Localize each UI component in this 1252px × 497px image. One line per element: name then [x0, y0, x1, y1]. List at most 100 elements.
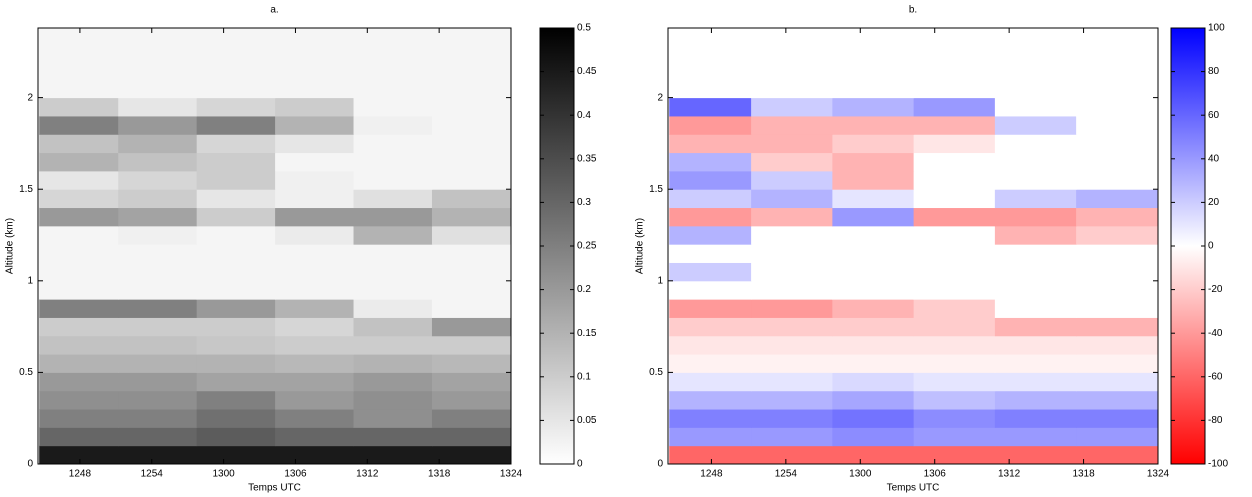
heatmap-cell — [39, 317, 119, 337]
colorbar-tick-label: 0.5 — [577, 23, 591, 34]
heatmap-cell — [118, 28, 198, 44]
heatmap-cell — [353, 42, 433, 62]
heatmap-cell — [751, 152, 833, 172]
heatmap-cell — [39, 207, 119, 227]
x-tick-label: 1324 — [1147, 469, 1170, 480]
chart-title: a. — [270, 5, 278, 16]
heatmap-cell — [751, 427, 833, 447]
heatmap-cell — [669, 225, 752, 245]
heatmap-cell — [118, 372, 198, 392]
heatmap-cell — [832, 189, 915, 209]
heatmap-cell — [913, 427, 996, 447]
y-tick-label: 0 — [657, 459, 663, 470]
y-tick-label: 2 — [27, 92, 33, 103]
heatmap-cell — [669, 42, 752, 62]
heatmap-cell — [913, 445, 996, 464]
heatmap-cell — [431, 372, 511, 392]
heatmap-cell — [353, 445, 433, 464]
heatmap-cell — [275, 115, 355, 135]
heatmap-cell — [275, 225, 355, 245]
x-tick-label: 1254 — [141, 469, 164, 480]
heatmap-cell — [832, 335, 915, 355]
heatmap-cell — [118, 189, 198, 209]
colorbar-tick-label: 40 — [1208, 153, 1220, 164]
heatmap-cell — [275, 42, 355, 62]
heatmap-cell — [275, 97, 355, 117]
x-tick-label: 1324 — [500, 469, 523, 480]
heatmap-cell — [118, 299, 198, 318]
x-tick-label: 1312 — [998, 469, 1021, 480]
heatmap-cell — [118, 427, 198, 447]
heatmap-cell — [994, 262, 1077, 282]
heatmap-cell — [196, 225, 276, 245]
heatmap-cell — [832, 60, 915, 80]
heatmap-cell — [39, 152, 119, 172]
heatmap-cell — [994, 390, 1077, 410]
heatmap-cell — [994, 60, 1077, 80]
heatmap-cell — [1076, 225, 1158, 245]
heatmap-cell — [353, 262, 433, 282]
heatmap-cell — [196, 390, 276, 410]
heatmap-cell — [994, 299, 1077, 318]
heatmap-cell — [1076, 262, 1158, 282]
heatmap-cell — [913, 280, 996, 300]
heatmap-cell — [832, 299, 915, 318]
heatmap-cell — [39, 79, 119, 99]
heatmap-cell — [39, 354, 119, 373]
heatmap-cell — [118, 170, 198, 190]
heatmap-cell — [1076, 152, 1158, 172]
heatmap-cell — [39, 115, 119, 135]
heatmap-cell — [832, 390, 915, 410]
heatmap-cell — [913, 115, 996, 135]
heatmap-cell — [118, 244, 198, 263]
colorbar-tick-label: 0.45 — [577, 66, 597, 77]
heatmap-cell — [913, 134, 996, 154]
heatmap-cell — [196, 42, 276, 62]
heatmap-cell — [431, 244, 511, 263]
heatmap-cell — [39, 244, 119, 263]
chart-title: b. — [909, 5, 917, 16]
heatmap-cell — [913, 244, 996, 263]
heatmap-cell — [913, 317, 996, 337]
heatmap-cell — [669, 207, 752, 227]
colorbar-tick-label: 0.35 — [577, 153, 597, 164]
heatmap-cell — [913, 299, 996, 318]
heatmap-cell — [832, 79, 915, 99]
heatmap-cell — [431, 207, 511, 227]
heatmap-cell — [118, 207, 198, 227]
heatmap-cell — [196, 409, 276, 428]
heatmap-cell — [353, 427, 433, 447]
heatmap-cell — [832, 207, 915, 227]
heatmap-cell — [118, 390, 198, 410]
y-tick-label: 1.5 — [19, 184, 33, 195]
heatmap-cell — [196, 427, 276, 447]
heatmap-cell — [275, 299, 355, 318]
colorbar-tick-label: 0.1 — [577, 371, 591, 382]
colorbar — [539, 27, 575, 465]
heatmap-cell — [196, 299, 276, 318]
heatmap-cell — [913, 262, 996, 282]
heatmap-cell — [275, 409, 355, 428]
heatmap-cell — [913, 189, 996, 209]
heatmap-cell — [431, 225, 511, 245]
heatmap-cell — [669, 97, 752, 117]
heatmap-cell — [353, 60, 433, 80]
heatmap-cell — [913, 354, 996, 373]
heatmap-cell — [1076, 79, 1158, 99]
heatmap-cell — [118, 79, 198, 99]
heatmap-cell — [1076, 42, 1158, 62]
heatmap-cell — [353, 152, 433, 172]
heatmap-cell — [669, 372, 752, 392]
y-tick-label: 1 — [657, 275, 663, 286]
heatmap-cell — [751, 60, 833, 80]
heatmap-cell — [353, 28, 433, 44]
heatmap-cell — [353, 189, 433, 209]
heatmap-cell — [994, 427, 1077, 447]
heatmap-cell — [39, 28, 119, 44]
heatmap-cell — [39, 170, 119, 190]
heatmap-cell — [751, 299, 833, 318]
heatmap-cell — [275, 207, 355, 227]
heatmap-cell — [431, 189, 511, 209]
heatmap-cell — [353, 335, 433, 355]
heatmap-cell — [832, 97, 915, 117]
